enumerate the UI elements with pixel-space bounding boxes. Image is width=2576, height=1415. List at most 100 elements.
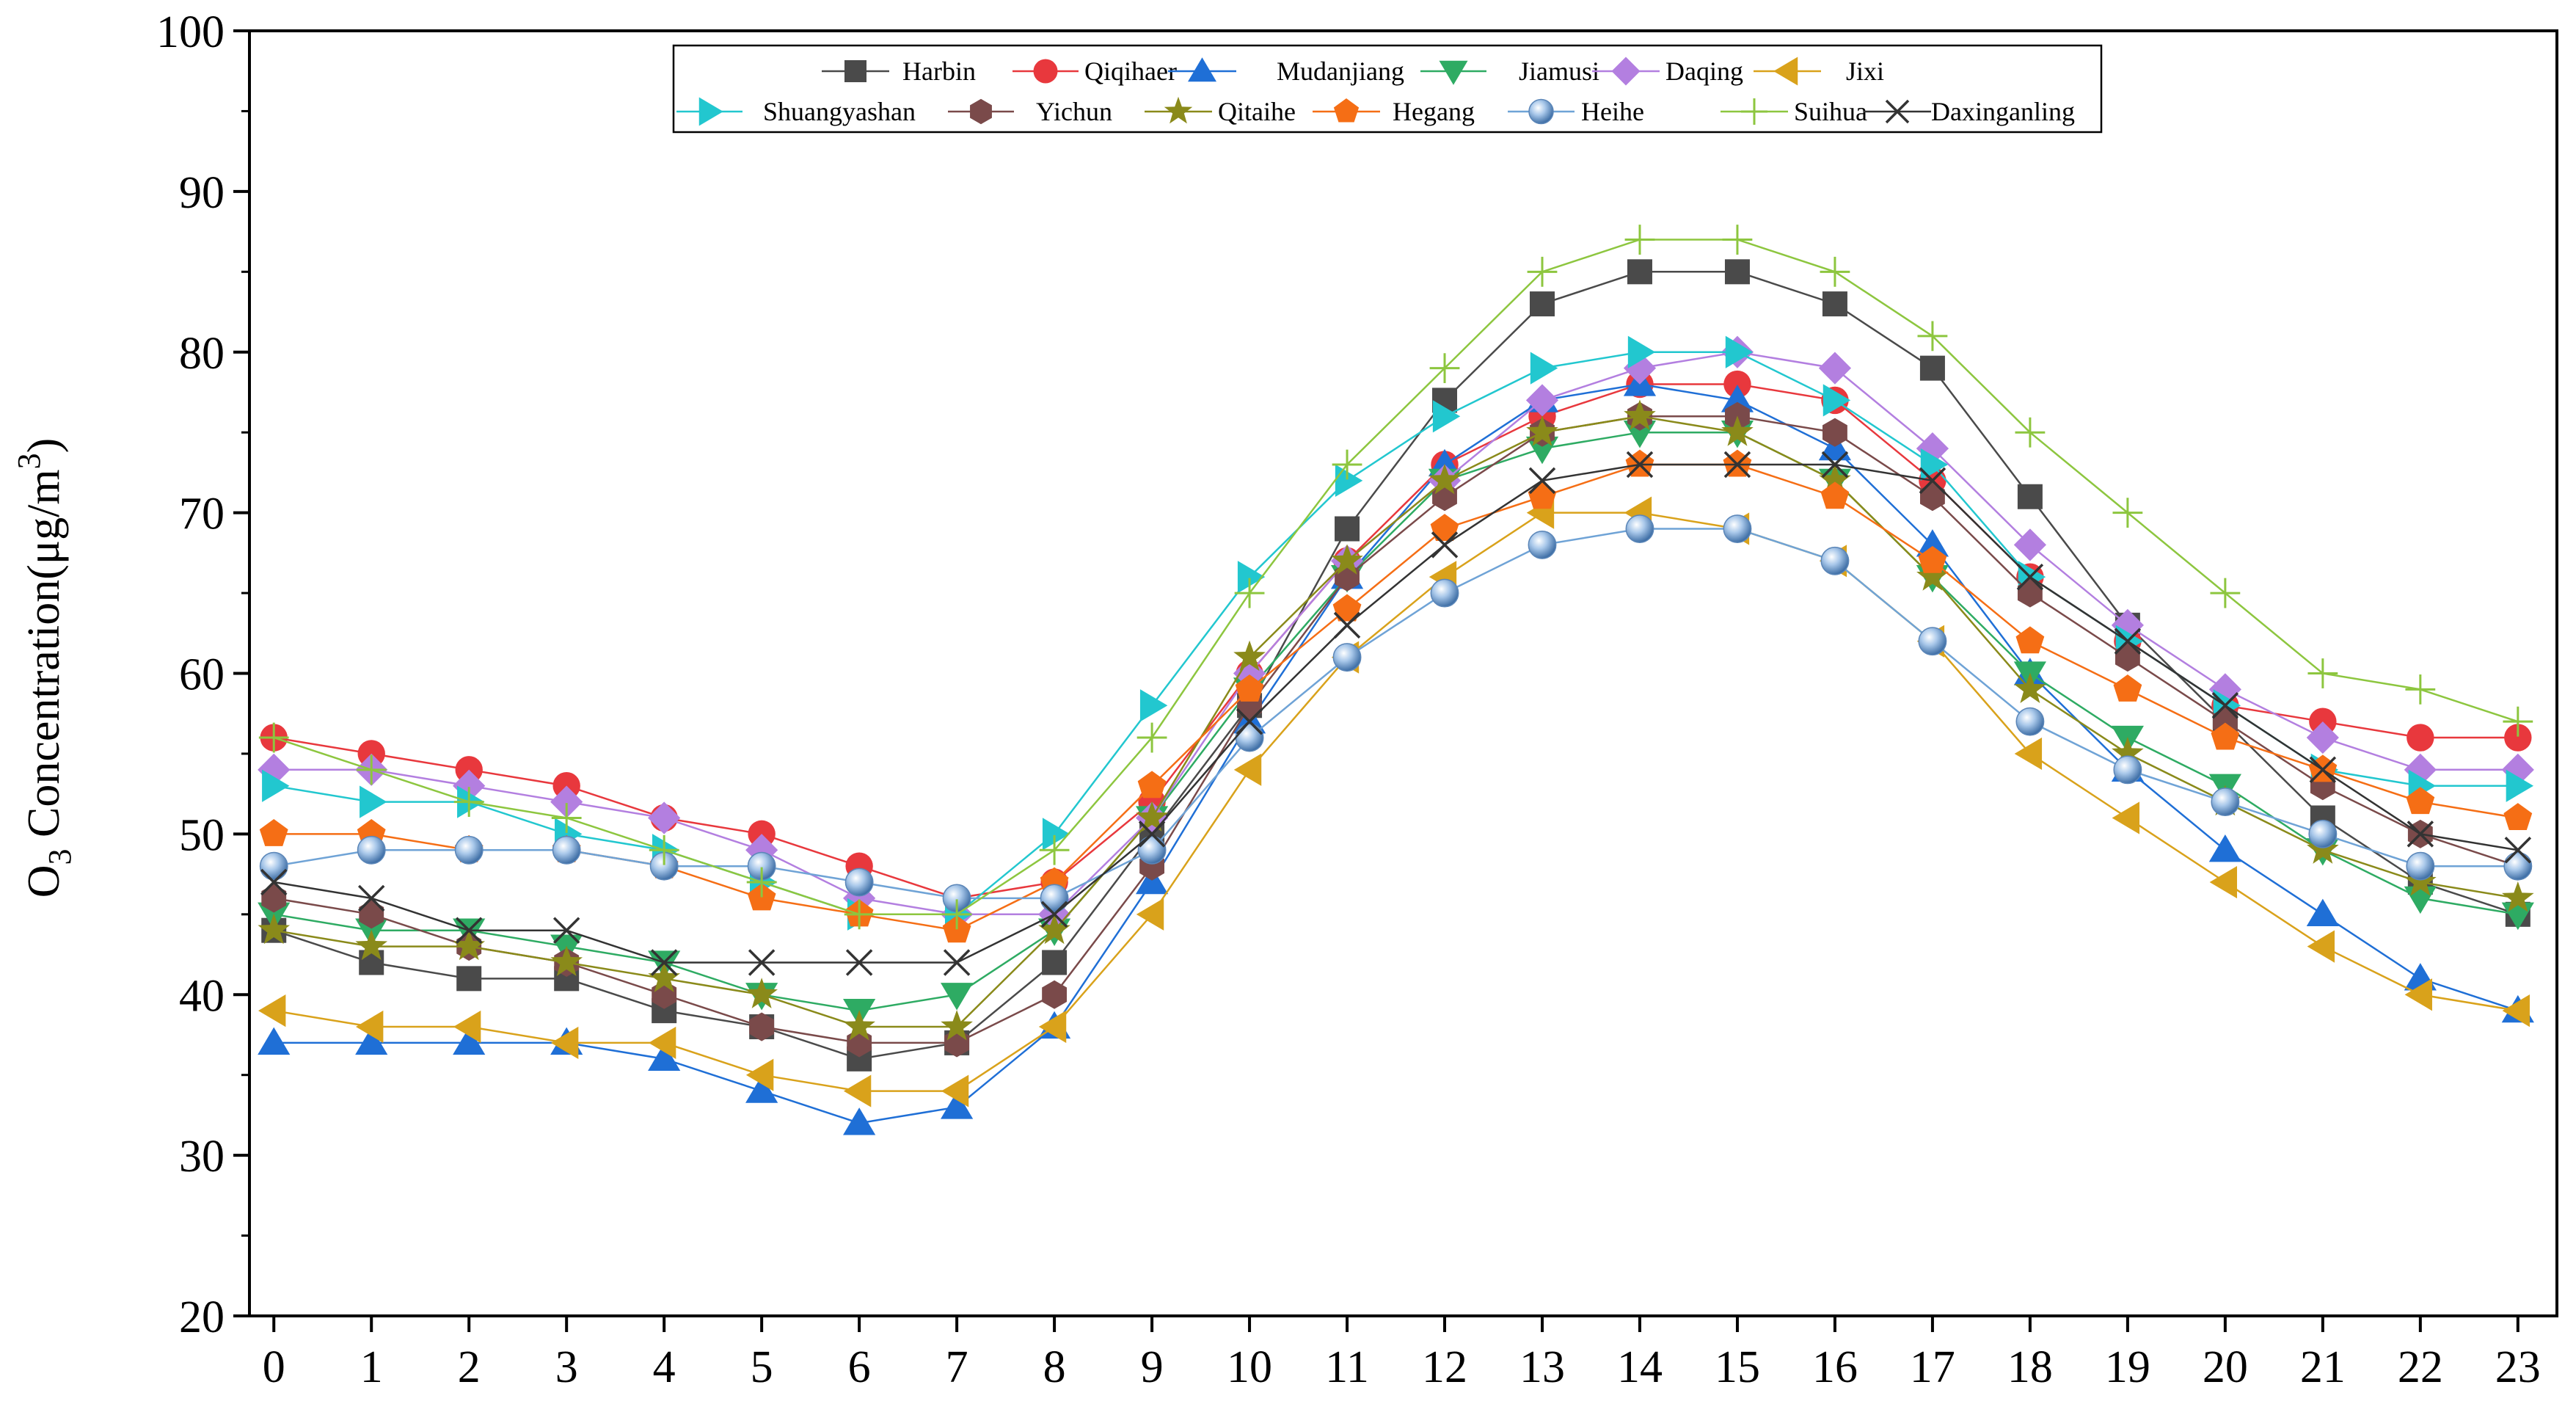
data-point-marker bbox=[1235, 674, 1264, 702]
x-tick-label: 18 bbox=[2007, 1342, 2053, 1392]
data-point-marker bbox=[1331, 544, 1363, 575]
data-point-marker bbox=[1136, 898, 1164, 931]
data-point-marker bbox=[1332, 449, 1362, 480]
x-tick-label: 11 bbox=[1325, 1342, 1369, 1392]
data-point-marker bbox=[1042, 818, 1070, 851]
plot-frame bbox=[248, 29, 2558, 1317]
x-tick-label: 19 bbox=[2105, 1342, 2150, 1392]
series-line bbox=[274, 351, 2518, 916]
data-point-marker bbox=[1722, 225, 1753, 255]
data-point-marker bbox=[359, 950, 384, 975]
data-point-marker bbox=[2115, 643, 2140, 672]
data-point-marker bbox=[2407, 724, 2434, 752]
y-tick-label: 30 bbox=[179, 1132, 225, 1182]
series-hegang bbox=[259, 449, 2533, 943]
legend-item-mudanjiang: Mudanjiang bbox=[1168, 57, 1404, 86]
data-point-marker bbox=[1919, 482, 1945, 512]
legend-item-heihe: Heihe bbox=[1508, 97, 1644, 126]
data-point-marker bbox=[456, 966, 482, 992]
x-tick-label: 10 bbox=[1227, 1342, 1272, 1392]
data-point-marker bbox=[1332, 594, 1362, 622]
data-point-marker bbox=[1138, 821, 1166, 848]
data-point-marker bbox=[1822, 418, 1847, 447]
series-line bbox=[273, 383, 2518, 900]
data-point-marker bbox=[1721, 415, 1754, 446]
x-tick-label: 13 bbox=[1519, 1342, 1565, 1392]
data-point-marker bbox=[941, 899, 972, 930]
data-point-marker bbox=[1234, 578, 1265, 608]
series-line bbox=[273, 463, 2519, 964]
data-point-marker bbox=[1430, 514, 1459, 542]
data-point-marker bbox=[843, 1074, 872, 1107]
x-tick-label: 5 bbox=[751, 1342, 773, 1392]
data-point-marker bbox=[1721, 385, 1754, 412]
data-point-marker bbox=[356, 754, 387, 785]
data-point-marker bbox=[2406, 787, 2435, 815]
series-line bbox=[273, 528, 2518, 900]
data-point-marker bbox=[550, 1026, 579, 1060]
x-tick-label: 0 bbox=[263, 1342, 285, 1392]
data-point-marker bbox=[1333, 98, 1360, 123]
data-point-marker bbox=[260, 868, 288, 896]
data-point-marker bbox=[2406, 851, 2435, 881]
series-suihua bbox=[258, 225, 2533, 930]
legend-label: Hegang bbox=[1393, 97, 1475, 126]
data-point-marker bbox=[551, 803, 582, 833]
x-tick-label: 22 bbox=[2398, 1342, 2443, 1392]
legend-item-hegang: Hegang bbox=[1313, 97, 1475, 126]
x-tick-label: 20 bbox=[2203, 1342, 2248, 1392]
data-point-marker bbox=[1038, 913, 1070, 945]
legend-label: Mudanjiang bbox=[1277, 57, 1404, 86]
data-point-marker bbox=[650, 949, 678, 976]
data-point-marker bbox=[2112, 801, 2140, 834]
data-point-marker bbox=[258, 913, 291, 945]
legend-item-harbin: Harbin bbox=[822, 57, 976, 86]
data-point-marker bbox=[1033, 59, 1058, 84]
series-line bbox=[274, 383, 2519, 1124]
data-point-marker bbox=[2016, 563, 2044, 591]
data-point-marker bbox=[1432, 400, 1461, 433]
data-point-marker bbox=[1525, 384, 1559, 417]
data-point-marker bbox=[357, 884, 385, 912]
data-point-marker bbox=[1919, 467, 1946, 495]
data-point-marker bbox=[941, 983, 974, 1011]
y-axis-label: O3 Concentration(μg/m3) bbox=[11, 438, 78, 898]
data-point-marker bbox=[2306, 721, 2339, 754]
data-point-marker bbox=[943, 949, 971, 976]
legend-box bbox=[672, 44, 2103, 134]
series-line bbox=[273, 431, 2519, 1012]
data-point-marker bbox=[355, 929, 388, 961]
series-daqing bbox=[258, 335, 2534, 931]
series-qitaihe bbox=[258, 399, 2534, 1041]
data-point-marker bbox=[1038, 1010, 1067, 1044]
data-point-marker bbox=[1918, 545, 1947, 573]
data-point-marker bbox=[1723, 370, 1751, 399]
data-point-marker bbox=[843, 1107, 876, 1135]
data-point-marker bbox=[262, 769, 290, 802]
legend-label: Daqing bbox=[1665, 57, 1743, 86]
data-point-marker bbox=[2211, 722, 2240, 750]
y-tick-label: 90 bbox=[179, 168, 225, 218]
data-point-marker bbox=[1723, 451, 1751, 479]
data-point-marker bbox=[2404, 865, 2437, 896]
series-line bbox=[273, 271, 2519, 1061]
data-point-marker bbox=[1625, 514, 1654, 543]
x-tick-label: 4 bbox=[653, 1342, 676, 1392]
data-point-marker bbox=[1430, 578, 1459, 608]
x-tick-label: 6 bbox=[848, 1342, 871, 1392]
data-point-marker bbox=[2307, 658, 2338, 688]
legend-item-suihua: Suihua bbox=[1721, 97, 1867, 126]
data-point-marker bbox=[2113, 674, 2142, 702]
data-point-marker bbox=[1529, 291, 1555, 317]
legend-item-daqing: Daqing bbox=[1592, 57, 1743, 86]
data-point-marker bbox=[258, 722, 289, 753]
data-point-marker bbox=[454, 835, 484, 865]
data-point-marker bbox=[1429, 353, 1460, 384]
data-point-marker bbox=[550, 785, 583, 818]
data-point-marker bbox=[1137, 835, 1167, 865]
data-point-marker bbox=[844, 60, 866, 82]
data-point-marker bbox=[843, 1010, 875, 1041]
data-point-marker bbox=[1188, 57, 1216, 82]
data-point-marker bbox=[1527, 256, 1558, 287]
data-point-marker bbox=[1528, 98, 1554, 125]
